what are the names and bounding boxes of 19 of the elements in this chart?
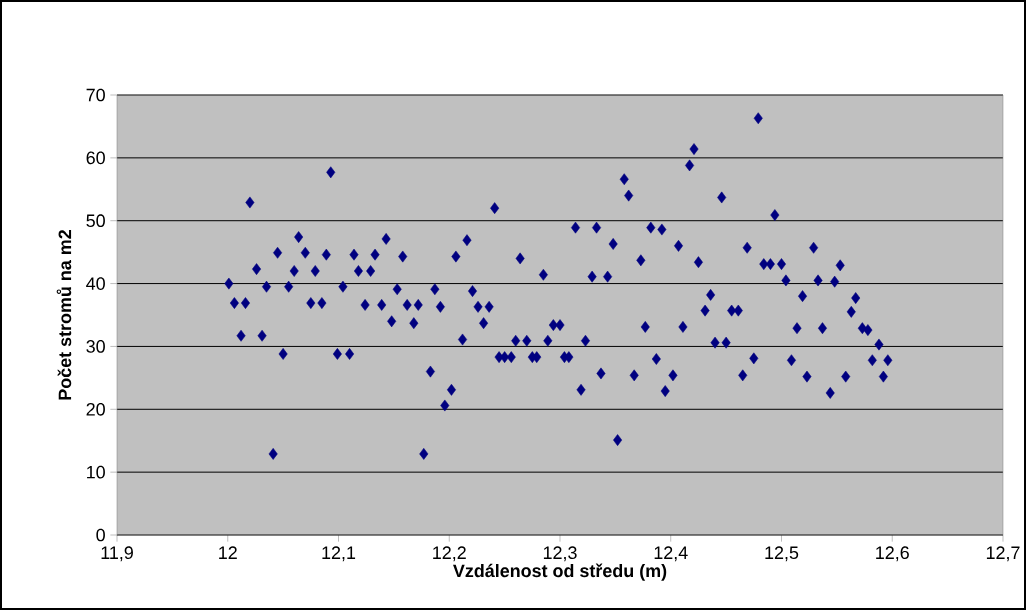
x-axis-title: Vzdálenost od středu (m) (453, 563, 667, 581)
y-tick-label: 70 (86, 88, 105, 102)
y-tick-label: 50 (86, 214, 105, 228)
x-tick-label: 12,5 (765, 546, 799, 562)
x-tick-label: 12,4 (654, 546, 688, 562)
y-tick-label: 10 (87, 465, 105, 479)
x-tick-label: 12 (219, 546, 237, 559)
y-tick-label: 60 (86, 151, 105, 165)
y-axis-title: Počet stromů na m2 (56, 230, 72, 400)
y-tick-label: 0 (96, 528, 105, 542)
x-tick-label: 12,7 (986, 546, 1020, 562)
x-tick-label: 12,3 (543, 546, 577, 562)
y-tick-label: 30 (86, 340, 105, 353)
x-tick-label: 12,2 (433, 546, 466, 562)
y-tick-label: 40 (86, 277, 105, 290)
y-tick-label: 20 (86, 402, 105, 416)
x-tick-label: 11,9 (101, 546, 133, 562)
x-tick-label: 12,1 (322, 546, 356, 562)
x-tick-label: 12,6 (876, 546, 909, 562)
